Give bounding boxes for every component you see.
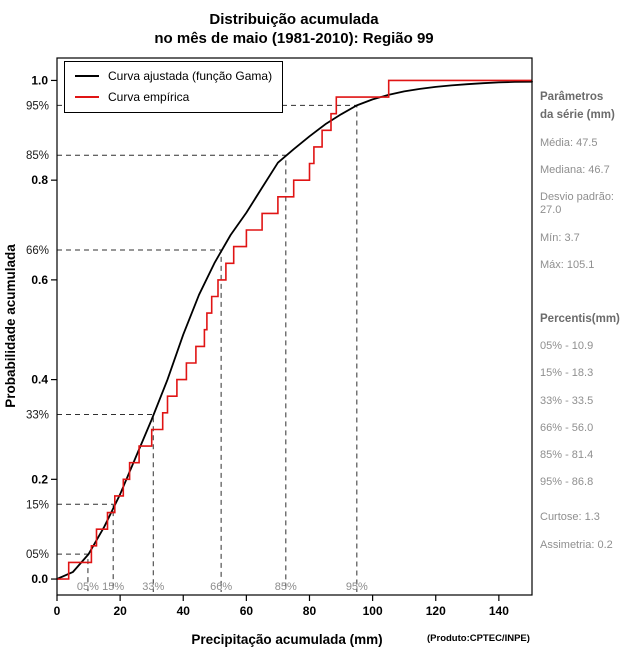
x-percent-label: 85% xyxy=(275,581,297,593)
plot-area: 05%15%33%66%85%95%0 20 40 60 80 100 120 1400.00… xyxy=(26,57,533,618)
x-tick-label: 20 xyxy=(113,604,127,618)
params-list: Média: 47.5 Mediana: 46.7 Desvio padrão: 2… xyxy=(540,137,637,272)
y-percent-label: 05% xyxy=(26,549,49,561)
stats-sidebar: Parâmetros da série (mm) Média: 47.5 Medi… xyxy=(540,88,637,566)
percentis-title: Percentis(mm) xyxy=(540,312,620,325)
sidebar-line: Média: 47.5 xyxy=(540,136,598,149)
x-tick-label: 80 xyxy=(303,604,317,618)
params-title-line1: Parâmetros xyxy=(540,91,604,103)
sidebar-line: Curtose: 1.3 xyxy=(540,511,600,524)
y-percent-label: 85% xyxy=(26,150,49,162)
sidebar-line: Assimetria: 0.2 xyxy=(540,538,613,551)
y-tick-label: 0.2 xyxy=(31,472,48,486)
quantile-guide-line xyxy=(57,104,358,592)
y-percent-label: 33% xyxy=(26,410,49,422)
x-tick-label: 60 xyxy=(240,604,254,618)
sidebar-line: Desvio padrão: 27.0 xyxy=(540,191,614,217)
sidebar-line: 85% - 81.4 xyxy=(540,449,594,462)
y-tick-label: 0.4 xyxy=(31,373,48,387)
quantile-guide-line xyxy=(57,503,114,592)
x-percent-label: 33% xyxy=(142,581,164,593)
legend-item-empirical: Curva empírica xyxy=(75,90,272,104)
sidebar-line: 66% - 56.0 xyxy=(540,421,594,434)
x-tick-label: 100 xyxy=(363,604,383,618)
legend-item-gamma: Curva ajustada (função Gama) xyxy=(75,69,272,83)
y-tick-label: 0.8 xyxy=(31,173,48,187)
y-percent-label: 15% xyxy=(26,499,49,511)
quantile-guide-line xyxy=(57,414,154,592)
quantile-guide-line xyxy=(57,154,287,592)
chart-title-line1: Distribuição acumulada xyxy=(209,11,379,28)
legend-label-gamma: Curva ajustada (função Gama) xyxy=(108,69,273,83)
gamma-line-swatch xyxy=(75,75,99,77)
empirical-curve xyxy=(56,79,533,580)
chart-title-line2: no mês de maio (1981-2010): Região 99 xyxy=(154,30,433,47)
x-axis-note: (Produto:CPTEC/INPE) xyxy=(427,633,530,644)
x-percent-label: 15% xyxy=(102,581,124,593)
y-tick-label: 0.0 xyxy=(31,572,48,586)
params-title-line2: da série (mm) xyxy=(540,109,615,122)
x-tick-label: 120 xyxy=(426,604,446,618)
y-axis-label: Probabilidade acumulada xyxy=(3,244,18,408)
sidebar-line: 33% - 33.5 xyxy=(540,394,594,407)
x-percent-label: 66% xyxy=(210,581,232,593)
sidebar-line: Mediana: 46.7 xyxy=(540,163,610,176)
x-tick-label: 40 xyxy=(177,604,191,618)
y-tick-label: 1.0 xyxy=(31,73,48,87)
stats-list: Curtose: 1.3 Assimetria: 0.2 xyxy=(540,511,637,551)
chart-legend: Curva ajustada (função Gama) Curva empír… xyxy=(64,61,284,113)
x-percent-label: 05% xyxy=(77,581,99,593)
sidebar-line: Máx: 105.1 xyxy=(540,258,595,271)
sidebar-line: 95% - 86.8 xyxy=(540,476,594,489)
sidebar-line: 15% - 18.3 xyxy=(540,367,594,380)
gamma-curve xyxy=(56,80,533,580)
y-tick-label: 0.6 xyxy=(31,273,48,287)
y-percent-label: 66% xyxy=(26,245,49,257)
x-tick-label: 140 xyxy=(489,604,509,618)
x-tick-label: 0 xyxy=(54,604,61,618)
sidebar-line: Mín: 3.7 xyxy=(540,231,580,244)
percentis-list: 05% - 10.9 15% - 18.3 33% - 33.5 66% - 56.0… xyxy=(540,340,637,489)
y-percent-label: 95% xyxy=(26,100,49,112)
empirical-line-swatch xyxy=(75,96,99,98)
sidebar-line: 05% - 10.9 xyxy=(540,340,594,353)
x-percent-label: 95% xyxy=(346,581,368,593)
plot-border xyxy=(56,57,533,596)
legend-label-empirical: Curva empírica xyxy=(108,90,190,104)
x-axis-label: Precipitação acumulada (mm) xyxy=(191,632,382,647)
